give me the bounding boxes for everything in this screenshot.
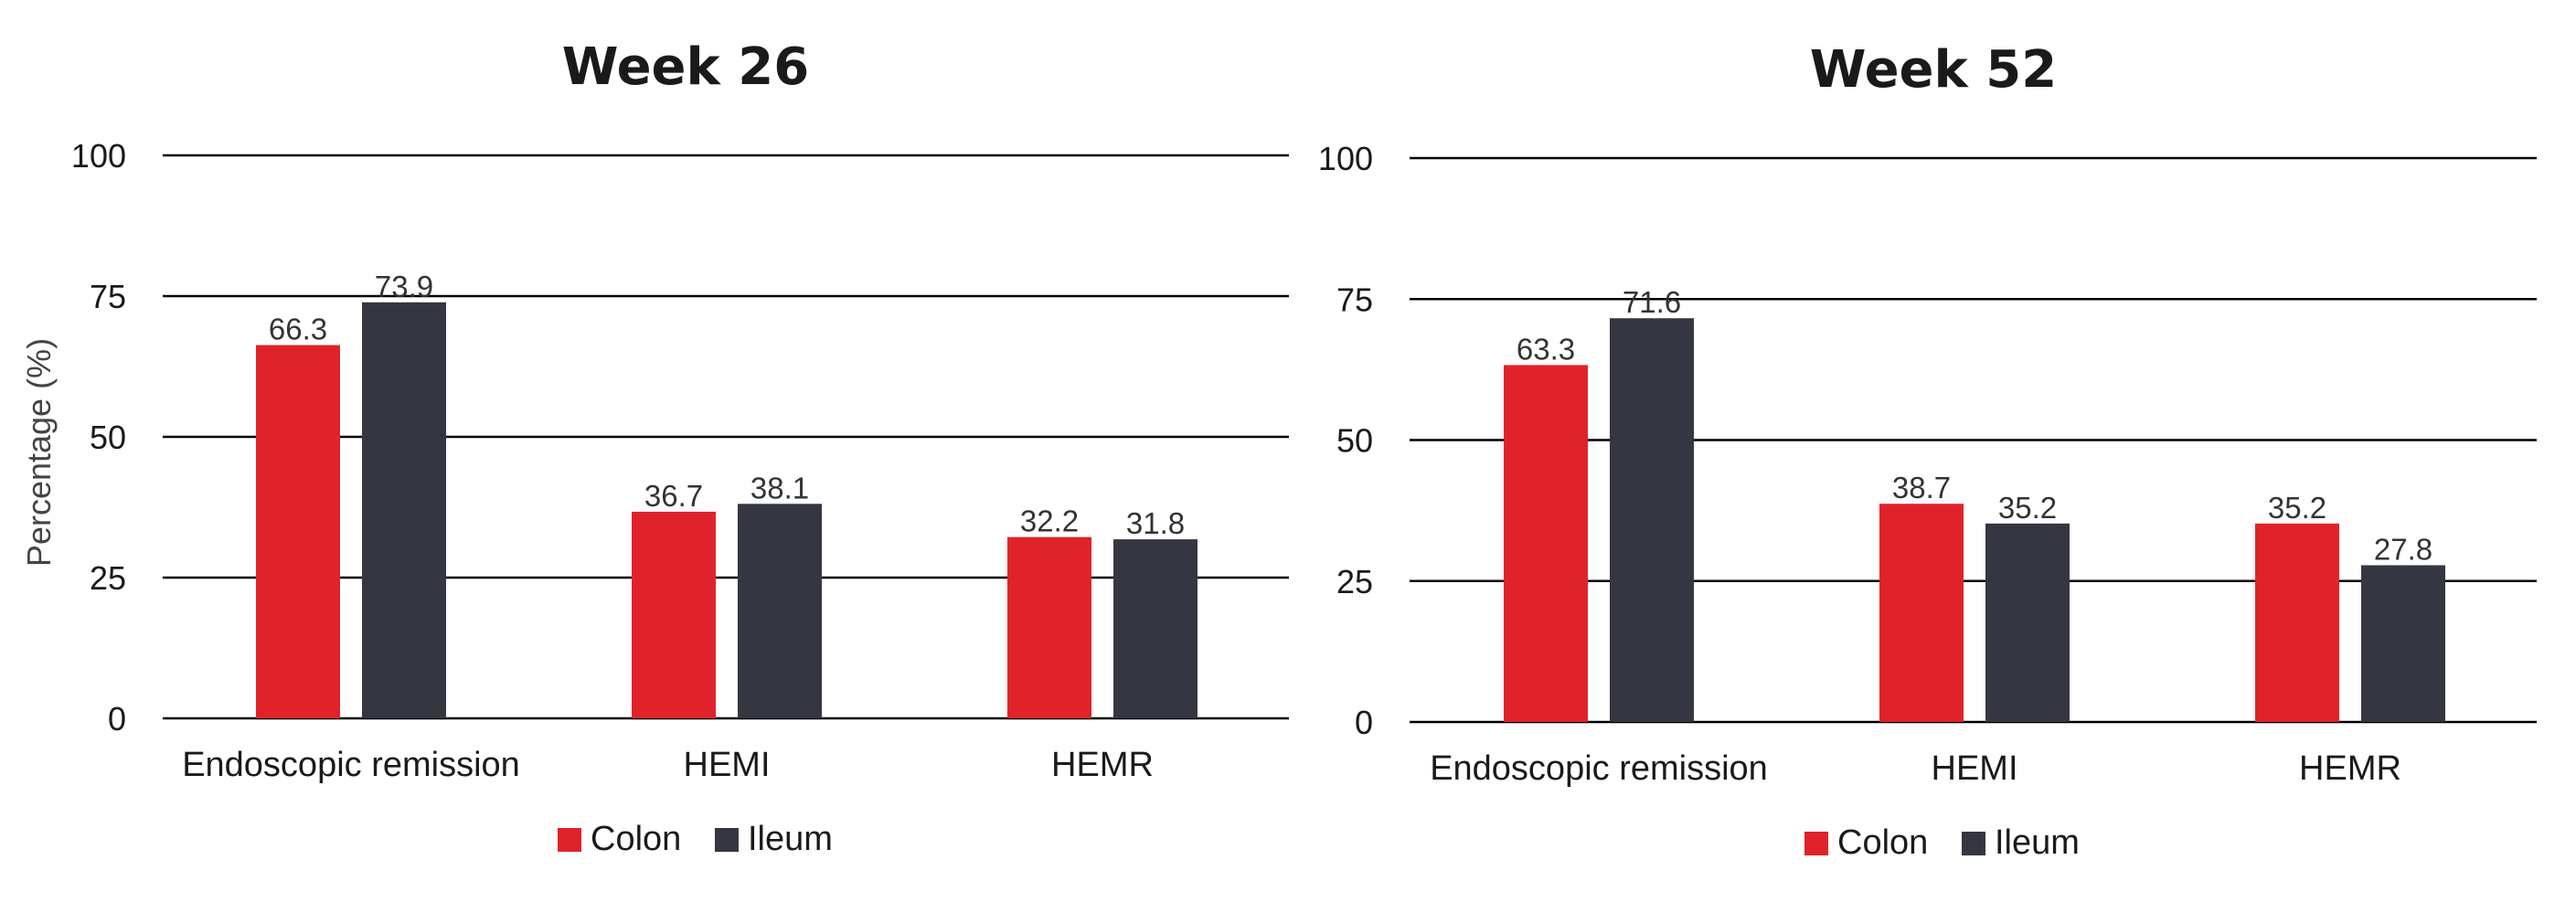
chart-panel-week-52: Week 52 0 25 50 75 100 63.3 71.6 Endoscopic rem… (1318, 40, 2537, 862)
chart-panel-week-26: Week 26 Percentage (%) 0 25 50 75 100 66.3 73.… (20, 37, 1289, 858)
bar-ileum-2 (1985, 523, 2070, 722)
legend-label: Colon (1837, 823, 1928, 862)
bar-ileum-3 (1113, 539, 1198, 718)
category-label: Endoscopic remission (182, 746, 520, 784)
category-label: Endoscopic remission (1430, 749, 1768, 788)
bar-ileum-1 (362, 302, 446, 718)
bar-ileum-1 (1610, 318, 1694, 722)
data-label: 35.2 (2268, 491, 2326, 525)
data-label: 31.8 (1126, 506, 1185, 540)
bar-ileum-3 (2361, 565, 2445, 722)
category-label: HEMI (1932, 749, 2018, 788)
y-tick-label: 75 (1336, 281, 1373, 318)
legend-item-ileum: Ileum (715, 820, 833, 858)
data-label: 66.3 (269, 313, 327, 346)
data-label: 36.7 (644, 479, 703, 513)
chart-title: Week 26 (562, 37, 809, 97)
data-label: 63.3 (1517, 332, 1575, 366)
category-label: HEMI (684, 746, 771, 784)
bar-colon-1 (256, 345, 340, 718)
legend-label: Ileum (1995, 823, 2080, 862)
y-tick-label: 50 (90, 419, 126, 456)
bar-colon-2 (632, 511, 716, 718)
legend-swatch (1804, 832, 1828, 855)
chart-title: Week 52 (1810, 40, 2057, 100)
y-tick-label: 0 (108, 700, 126, 738)
y-tick-label: 100 (71, 137, 126, 175)
category-label: HEMR (1051, 746, 1154, 784)
legend-swatch (1962, 832, 1985, 855)
bar-colon-3 (1007, 536, 1091, 718)
data-label: 38.7 (1892, 471, 1951, 504)
legend-item-ileum: Ileum (1962, 823, 2080, 862)
data-label: 27.8 (2374, 532, 2432, 566)
data-label: 38.1 (750, 471, 809, 504)
legend-item-colon: Colon (558, 820, 681, 858)
y-tick-label: 0 (1355, 704, 1373, 741)
bar-ileum-2 (738, 504, 822, 718)
bar-colon-2 (1879, 504, 1964, 722)
legend-label: Colon (591, 820, 681, 858)
bar-colon-3 (2255, 523, 2339, 722)
bar-colon-1 (1504, 365, 1588, 722)
legend-label: Ileum (748, 820, 833, 858)
data-label: 32.2 (1020, 504, 1079, 538)
legend-swatch (715, 828, 739, 852)
data-label: 35.2 (1998, 491, 2057, 525)
legend-swatch (558, 828, 581, 852)
y-tick-label: 50 (1336, 422, 1373, 460)
y-tick-label: 75 (90, 278, 126, 315)
y-tick-label: 100 (1318, 140, 1373, 177)
category-label: HEMR (2299, 749, 2401, 788)
y-tick-label: 25 (90, 559, 126, 597)
data-label: 71.6 (1623, 285, 1681, 319)
legend-item-colon: Colon (1804, 823, 1928, 862)
y-axis-label: Percentage (%) (20, 338, 58, 567)
y-tick-label: 25 (1336, 563, 1373, 600)
data-label: 73.9 (375, 270, 433, 303)
